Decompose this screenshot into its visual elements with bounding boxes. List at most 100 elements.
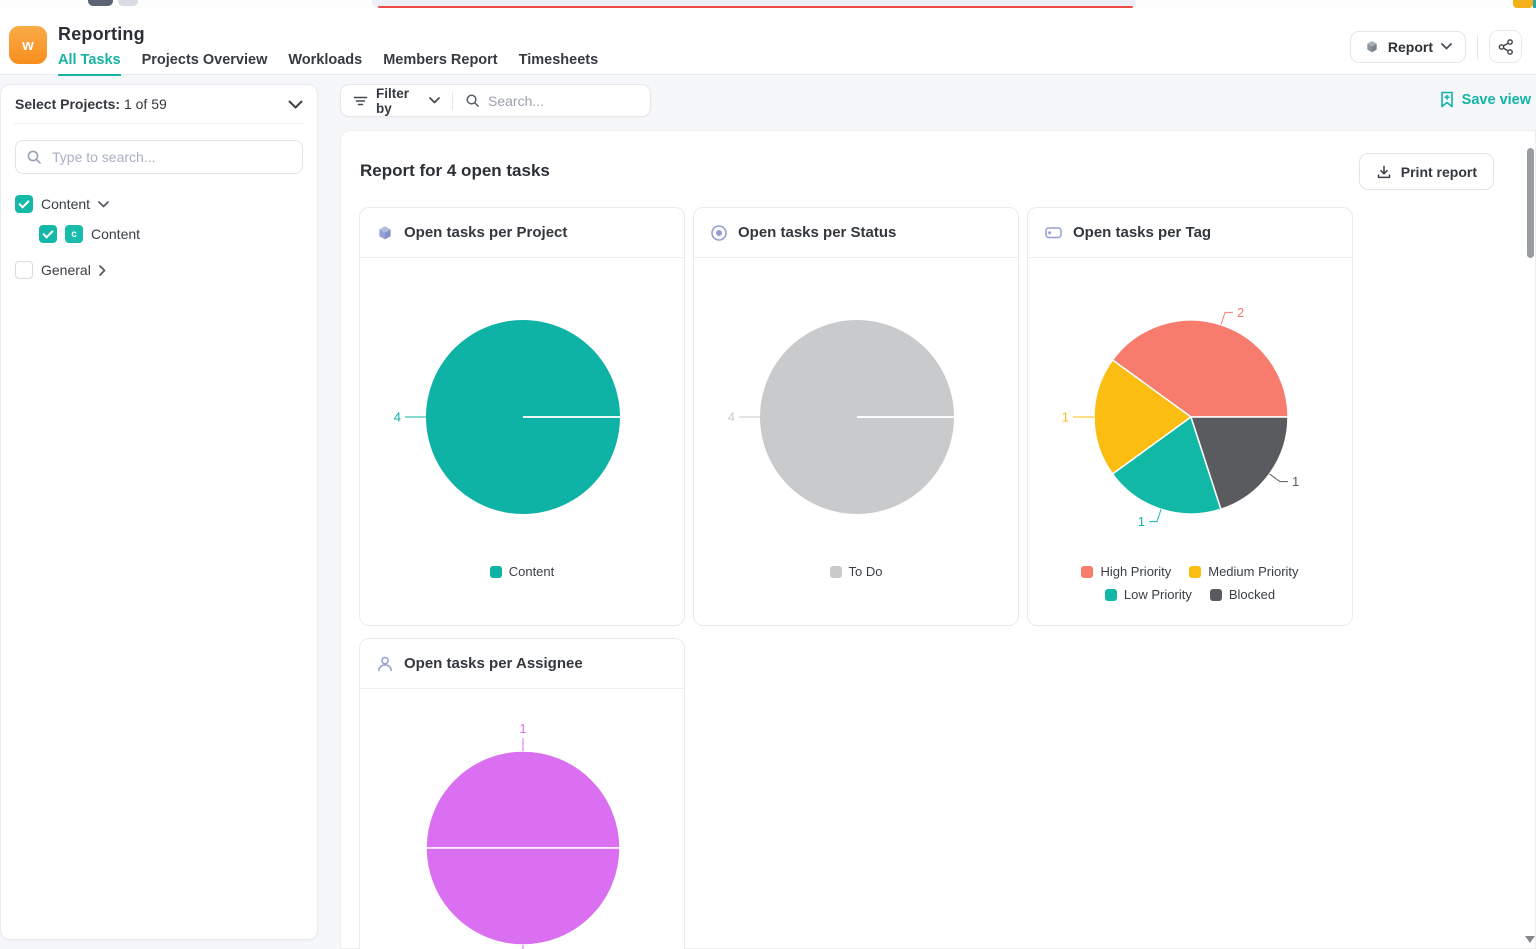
select-projects-header[interactable]: Select Projects: 1 of 59 bbox=[1, 85, 317, 123]
pie-chart[interactable]: 2 1 1 1 bbox=[1028, 258, 1354, 564]
tab-timesheets[interactable]: Timesheets bbox=[518, 52, 599, 68]
svg-text:4: 4 bbox=[394, 410, 401, 425]
checkbox-checked[interactable] bbox=[39, 225, 57, 243]
legend-item[interactable]: Content bbox=[489, 564, 555, 579]
cube-icon bbox=[1364, 39, 1380, 55]
project-group-general[interactable]: General bbox=[1, 255, 317, 285]
checkbox-unchecked[interactable] bbox=[15, 261, 33, 279]
filter-icon bbox=[353, 94, 368, 108]
page-title: Reporting bbox=[58, 24, 145, 44]
checkbox-checked[interactable] bbox=[15, 195, 33, 213]
divider bbox=[14, 123, 304, 124]
pie-chart[interactable]: 4 bbox=[360, 258, 686, 564]
tab-all-tasks[interactable]: All Tasks bbox=[58, 52, 121, 76]
download-icon bbox=[1376, 164, 1392, 180]
chart-legend: High Priority Medium Priority Low Priority… bbox=[1028, 564, 1352, 602]
pie-chart[interactable]: 11 bbox=[360, 689, 686, 949]
project-selector-panel: Select Projects: 1 of 59 Content c Conte… bbox=[0, 84, 318, 940]
status-icon bbox=[710, 224, 728, 242]
chart-card-open-tasks-per-assignee: Open tasks per Assignee 11 bbox=[359, 638, 685, 949]
chart-card-open-tasks-per-project: Open tasks per Project 4 Content bbox=[359, 207, 685, 626]
share-icon bbox=[1497, 38, 1515, 56]
legend-label: To Do bbox=[848, 564, 883, 579]
legend-label: Blocked bbox=[1228, 587, 1276, 602]
legend-color-chip bbox=[1189, 565, 1202, 578]
chevron-down-icon bbox=[1441, 43, 1452, 50]
scrollbar[interactable] bbox=[1524, 75, 1536, 949]
project-color-badge: c bbox=[65, 225, 83, 243]
chevron-down-icon[interactable] bbox=[98, 200, 109, 208]
project-item-content[interactable]: c Content bbox=[1, 219, 317, 249]
chart-title: Open tasks per Assignee bbox=[404, 655, 583, 672]
svg-text:4: 4 bbox=[728, 410, 735, 425]
tab-workloads[interactable]: Workloads bbox=[288, 52, 363, 68]
report-type-dropdown[interactable]: Report bbox=[1349, 30, 1466, 63]
cube-icon bbox=[376, 224, 394, 242]
scrollbar-down-arrow-icon[interactable] bbox=[1525, 936, 1535, 943]
svg-text:2: 2 bbox=[1237, 305, 1244, 320]
project-tree: Content c Content General bbox=[1, 189, 317, 285]
chart-legend: To Do bbox=[694, 564, 1018, 579]
legend-color-chip bbox=[489, 565, 502, 578]
chart-legend: Content bbox=[360, 564, 684, 579]
save-view-button[interactable]: Save view bbox=[1439, 91, 1531, 108]
legend-label: High Priority bbox=[1100, 564, 1172, 579]
tag-icon bbox=[1044, 223, 1063, 242]
browser-edge-stub bbox=[1533, 0, 1536, 8]
chevron-down-icon[interactable] bbox=[288, 100, 303, 109]
report-dropdown-label: Report bbox=[1387, 38, 1433, 55]
legend-color-chip bbox=[1104, 588, 1117, 601]
legend-label: Medium Priority bbox=[1208, 564, 1299, 579]
report-container: Report for 4 open tasks Print report Ope… bbox=[340, 130, 1536, 949]
filter-by-button[interactable]: Filter by bbox=[376, 85, 410, 116]
tab-projects-overview[interactable]: Projects Overview bbox=[141, 52, 268, 68]
project-group-content[interactable]: Content bbox=[1, 189, 317, 219]
chart-title: Open tasks per Project bbox=[404, 224, 568, 241]
legend-item[interactable]: Low Priority bbox=[1104, 587, 1192, 602]
chevron-down-icon[interactable] bbox=[429, 97, 440, 104]
legend-item[interactable]: High Priority bbox=[1081, 564, 1171, 579]
svg-text:1: 1 bbox=[519, 721, 526, 736]
chevron-right-icon[interactable] bbox=[98, 264, 106, 276]
progress-line bbox=[378, 6, 1133, 8]
svg-text:1: 1 bbox=[1292, 474, 1299, 489]
chart-card-open-tasks-per-status: Open tasks per Status 4 To Do bbox=[693, 207, 1019, 626]
legend-item[interactable]: To Do bbox=[829, 564, 883, 579]
browser-omnibox-stub bbox=[372, 0, 1136, 8]
chart-title: Open tasks per Status bbox=[738, 224, 897, 241]
select-projects-label: Select Projects: 1 of 59 bbox=[15, 96, 167, 112]
legend-item[interactable]: Blocked bbox=[1209, 587, 1276, 602]
search-icon bbox=[26, 149, 42, 165]
report-title: Report for 4 open tasks bbox=[360, 161, 550, 180]
browser-tab-stub bbox=[118, 0, 138, 6]
chart-card-open-tasks-per-tag: Open tasks per Tag 2 1 1 1 High Priority Med… bbox=[1027, 207, 1353, 626]
search-icon bbox=[465, 93, 480, 108]
scrollbar-thumb[interactable] bbox=[1527, 148, 1534, 258]
browser-tab-stub bbox=[88, 0, 113, 6]
tab-members-report[interactable]: Members Report bbox=[383, 52, 498, 68]
print-report-button[interactable]: Print report bbox=[1358, 153, 1494, 190]
pie-chart[interactable]: 4 bbox=[694, 258, 1020, 564]
svg-text:1: 1 bbox=[1138, 514, 1145, 529]
legend-color-chip bbox=[1209, 588, 1222, 601]
legend-label: Low Priority bbox=[1123, 587, 1192, 602]
svg-text:1: 1 bbox=[1062, 410, 1069, 425]
bookmark-plus-icon bbox=[1439, 91, 1455, 108]
divider bbox=[1477, 34, 1478, 59]
report-tabs: All Tasks Projects Overview Workloads Me… bbox=[58, 52, 598, 76]
browser-strip bbox=[0, 0, 1536, 8]
browser-extension-stub bbox=[1513, 0, 1533, 8]
legend-item[interactable]: Medium Priority bbox=[1189, 564, 1299, 579]
divider bbox=[452, 91, 453, 110]
legend-color-chip bbox=[829, 565, 842, 578]
legend-color-chip bbox=[1081, 565, 1094, 578]
app-header: w Reporting All Tasks Projects Overview … bbox=[0, 8, 1536, 76]
filter-toolbar: Filter by bbox=[340, 84, 651, 117]
share-button[interactable] bbox=[1489, 30, 1522, 63]
chart-title: Open tasks per Tag bbox=[1073, 224, 1212, 241]
project-search-input[interactable] bbox=[15, 140, 303, 174]
tasks-search-input[interactable] bbox=[488, 92, 638, 109]
workspace-logo[interactable]: w bbox=[9, 26, 47, 64]
legend-label: Content bbox=[508, 564, 555, 579]
assignee-icon bbox=[376, 655, 394, 673]
